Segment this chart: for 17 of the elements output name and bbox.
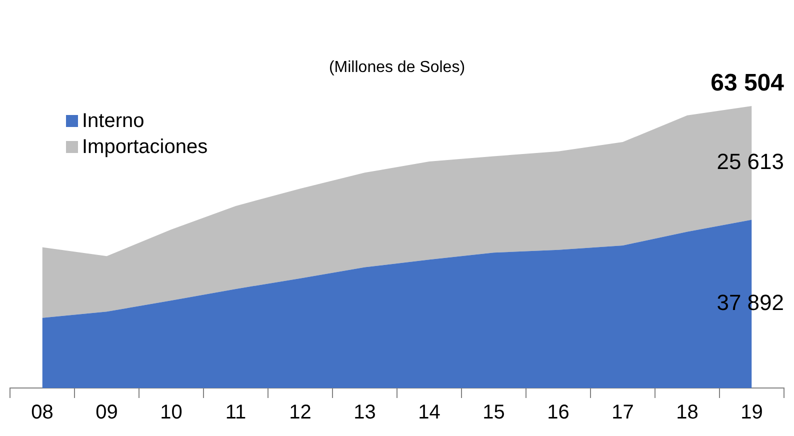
x-tick-label: 08 bbox=[31, 402, 54, 424]
x-tick-label: 12 bbox=[289, 402, 312, 424]
x-tick-label: 15 bbox=[482, 402, 505, 424]
x-tick-label: 10 bbox=[160, 402, 182, 424]
data-label: 25 613 bbox=[716, 148, 784, 174]
x-tick-label: 18 bbox=[676, 402, 698, 424]
x-tick-label: 17 bbox=[612, 402, 634, 424]
x-tick-label: 13 bbox=[354, 402, 376, 424]
x-tick-label: 16 bbox=[547, 402, 570, 424]
x-tick-label: 11 bbox=[225, 402, 246, 424]
x-tick-label: 19 bbox=[740, 402, 763, 424]
x-tick-label: 14 bbox=[418, 402, 440, 424]
legend-label: Interno bbox=[82, 109, 144, 134]
total-label: 63 504 bbox=[710, 70, 785, 97]
x-tick-label: 09 bbox=[96, 402, 118, 424]
legend-label: Importaciones bbox=[82, 135, 208, 160]
chart-subtitle: (Millones de Soles) bbox=[328, 59, 466, 76]
